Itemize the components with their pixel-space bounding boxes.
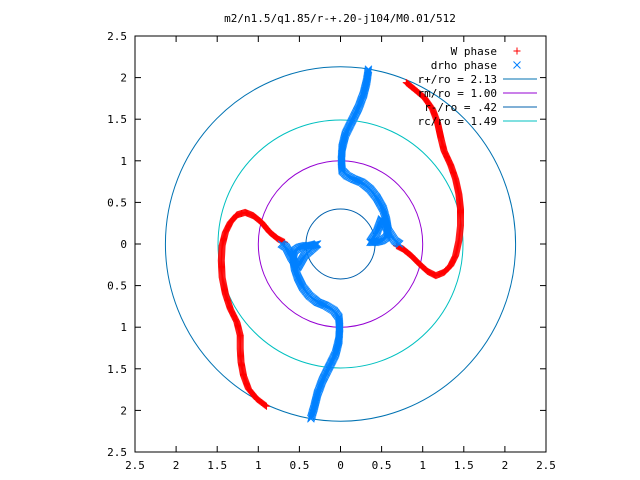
x-tick-label: 2 (502, 459, 509, 472)
chart-title: m2/n1.5/q1.85/r-+.20-j104/M0.01/512 (224, 12, 456, 25)
axes: 2.5 2 1.5 1 0.5 0 0.5 1 1.5 2 2.52.521.510.500.511… (107, 30, 556, 472)
data-point (395, 240, 404, 248)
data-point (277, 240, 286, 248)
y-tick-label: 1 (120, 321, 127, 334)
x-tick-label: 2.5 (536, 459, 556, 472)
legend-label: r+/ro = 2.13 (418, 73, 497, 86)
phase-points (217, 65, 465, 423)
y-tick-label: 2.5 (107, 446, 127, 459)
legend-label: rc/ro = 1.49 (418, 115, 497, 128)
legend-label: r-/ro = .42 (424, 101, 497, 114)
y-tick-label: 1.5 (107, 113, 127, 126)
circle-rc-ring (217, 119, 464, 369)
y-tick-label: 0 (120, 238, 127, 251)
circle-r-ring (164, 66, 517, 422)
y-tick-label: 2.5 (107, 30, 127, 43)
x-tick-label: 0 (337, 459, 344, 472)
y-tick-label: 1 (120, 155, 127, 168)
x-tick-label: 0.5 (372, 459, 392, 472)
y-tick-label: 1.5 (107, 363, 127, 376)
series-w-phase (217, 79, 465, 410)
x-tick-label: 0.5 (289, 459, 309, 472)
series-drho-phase (277, 65, 404, 423)
y-tick-label: 0.5 (107, 280, 127, 293)
y-tick-label: 2 (120, 72, 127, 85)
x-tick-label: 1 (255, 459, 262, 472)
legend-label: rm/ro = 1.00 (418, 87, 497, 100)
legend-marker (513, 61, 521, 69)
x-tick-label: 1.5 (207, 459, 227, 472)
x-tick-label: 2.5 (125, 459, 145, 472)
x-tick-label: 1 (419, 459, 426, 472)
y-tick-label: 2 (120, 404, 127, 417)
legend-label: W phase (451, 45, 497, 58)
legend-marker (513, 47, 521, 55)
x-tick-label: 1.5 (454, 459, 474, 472)
y-tick-label: 0.5 (107, 196, 127, 209)
legend-label: drho phase (431, 59, 497, 72)
x-tick-label: 2 (173, 459, 180, 472)
